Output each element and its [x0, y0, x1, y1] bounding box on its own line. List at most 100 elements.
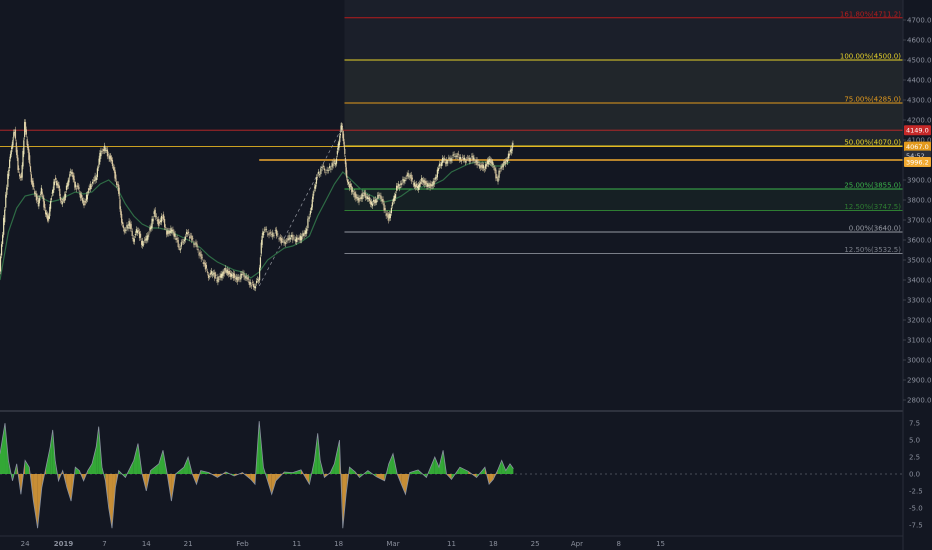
candle-body — [23, 140, 25, 155]
candle-body — [82, 200, 84, 203]
time-axis[interactable]: 24 2019 7 14 21 Feb 11 18 Mar 11 18 25 Apr 8 15 — [21, 540, 665, 548]
candle-body — [28, 149, 30, 160]
fib-level-label: 12.50%(3747.5) — [844, 203, 901, 211]
candle-body — [351, 186, 353, 193]
candle-body — [321, 166, 323, 169]
candle-body — [60, 196, 62, 201]
candle-body — [436, 169, 438, 178]
oscillator-tick-label: 7.5 — [909, 420, 920, 428]
candle-body — [452, 154, 454, 156]
candle-body — [394, 194, 397, 199]
candle-body — [169, 230, 171, 233]
price-tick-label: 3900.0 — [907, 177, 932, 185]
candle-body — [297, 238, 299, 240]
candle-body — [146, 235, 148, 241]
oscillator-segment — [0, 423, 6, 474]
oscillator-segment — [505, 463, 511, 474]
candle-body — [99, 152, 101, 162]
candle-body — [0, 256, 2, 272]
candle-body — [109, 155, 111, 159]
fib-level-label: 161.80%(4711.2) — [840, 10, 901, 18]
candle-body — [170, 228, 172, 234]
candle-body — [269, 232, 271, 234]
candle-body — [407, 172, 409, 177]
candle-body — [203, 262, 205, 264]
candle-body — [430, 183, 432, 187]
candle-body — [250, 285, 252, 287]
candle-body — [110, 156, 112, 160]
candle-body — [21, 165, 23, 178]
candle-body — [400, 183, 402, 186]
candle-body — [358, 198, 360, 203]
candle-body — [202, 262, 204, 264]
candle-body — [306, 228, 308, 234]
candle-body — [479, 165, 481, 169]
candle-body — [415, 183, 418, 188]
candle-body — [329, 166, 331, 169]
candle-body — [333, 160, 335, 162]
candle-body — [106, 150, 108, 151]
candle-body — [4, 209, 6, 223]
candle-body — [404, 179, 406, 182]
candle-body — [346, 179, 349, 183]
candle-body — [54, 181, 56, 183]
candle-body — [383, 203, 385, 211]
oscillator-segment — [459, 467, 469, 474]
price-tag-label: 54:52 — [906, 152, 925, 160]
candle-body — [7, 173, 9, 187]
fib-shade-lower — [344, 189, 903, 211]
candle-body — [310, 207, 313, 211]
candle-body — [337, 143, 339, 150]
candle-body — [370, 201, 373, 205]
oscillator-segment — [133, 443, 138, 474]
candle-body — [65, 193, 67, 198]
candle-body — [188, 231, 190, 233]
candle-body — [232, 273, 235, 279]
time-tick-label: 11 — [447, 540, 456, 548]
candle-body — [480, 165, 482, 168]
candle-body — [373, 199, 375, 202]
candle-body — [127, 226, 129, 229]
candle-body — [466, 159, 468, 161]
candle-body — [55, 177, 57, 180]
candle-body — [241, 273, 243, 276]
candle-body — [117, 184, 119, 192]
candle-body — [377, 195, 379, 199]
candle-body — [11, 144, 13, 150]
candle-body — [425, 181, 427, 184]
candle-body — [279, 236, 281, 241]
candle-body — [477, 162, 479, 163]
candle-body — [42, 196, 44, 199]
candle-body — [331, 162, 333, 168]
candle-body — [386, 213, 388, 215]
oscillator-segment — [75, 467, 80, 474]
candle-body — [362, 194, 364, 197]
candle-body — [348, 184, 351, 189]
candle-body — [453, 154, 455, 155]
candle-body — [27, 144, 29, 151]
oscillator-axis[interactable]: 7.5 5.0 2.5 0.0 -2.5 -5.0 -7.5 — [909, 420, 923, 530]
candle-body — [288, 235, 290, 241]
candle-body — [411, 177, 413, 180]
candle-body — [366, 196, 368, 200]
candle-body — [226, 269, 228, 274]
candle-body — [443, 159, 445, 161]
oscillator-segment — [25, 460, 30, 474]
oscillator-segment — [87, 463, 92, 474]
time-tick-label: Feb — [236, 540, 249, 548]
candle-body — [30, 174, 32, 183]
candle-body — [326, 169, 328, 171]
candle-body — [287, 238, 289, 241]
price-tick-label: 2900.0 — [907, 377, 932, 385]
candle-body — [46, 214, 48, 219]
oscillator-tick-label: 2.5 — [909, 454, 920, 462]
candle-body — [413, 182, 415, 187]
candle-body — [215, 274, 217, 277]
oscillator-segment — [314, 433, 318, 474]
candle-body — [98, 158, 100, 165]
candle-body — [238, 276, 240, 278]
candle-body — [183, 239, 186, 242]
oscillator-segment — [301, 469, 310, 485]
candle-body — [115, 174, 117, 180]
